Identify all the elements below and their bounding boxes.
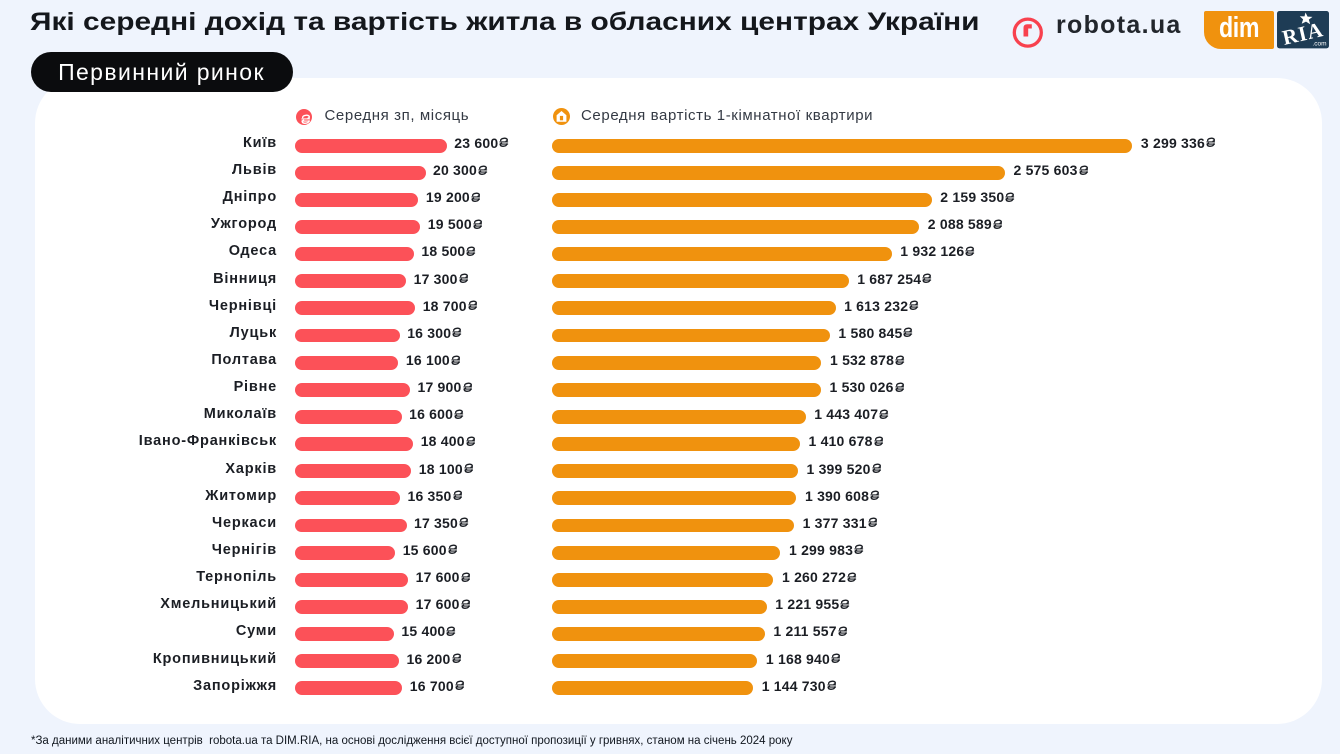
svg-text:.com: .com bbox=[1312, 41, 1326, 48]
